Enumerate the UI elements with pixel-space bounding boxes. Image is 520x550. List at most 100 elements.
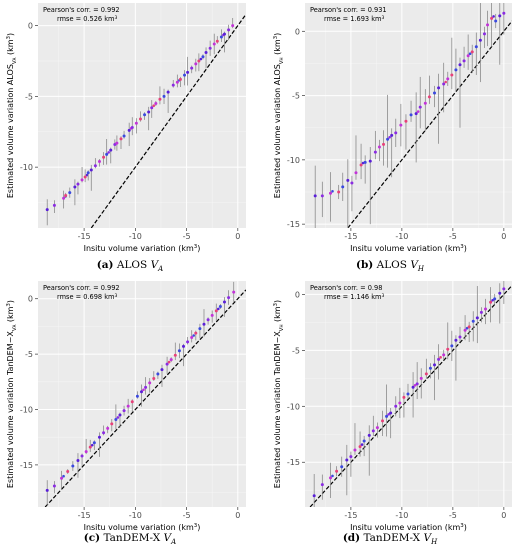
data-point — [463, 328, 467, 332]
y-tick-label: 0 — [295, 290, 300, 299]
x-tick-label: -5 — [449, 232, 457, 241]
rmse: rmse = 1.146 km3 — [324, 293, 384, 302]
data-point — [466, 54, 470, 58]
caption-panel-a: (a) ALOS VA — [0, 259, 260, 273]
y-axis-label: Estimated volume variation TanDEM−XVH (k… — [273, 300, 285, 488]
plot-background — [305, 3, 512, 228]
data-point — [152, 376, 156, 380]
y-tick-label: -15 — [287, 458, 300, 467]
data-point — [134, 121, 138, 125]
x-tick-label: -10 — [129, 232, 142, 241]
data-point — [471, 319, 475, 323]
data-point — [340, 465, 344, 469]
plot-background — [38, 3, 246, 228]
data-point — [177, 349, 181, 353]
x-tick-label: -5 — [449, 511, 457, 520]
data-point — [385, 414, 389, 418]
data-point — [367, 433, 371, 437]
y-tick-label: -10 — [20, 406, 33, 415]
pearson-corr: Pearson's corr. = 0.992 — [43, 6, 120, 14]
caption-text: ALOS — [376, 259, 411, 271]
data-point — [437, 86, 441, 90]
data-point — [398, 401, 402, 405]
data-point — [362, 439, 366, 443]
data-point — [130, 400, 134, 404]
data-point — [127, 128, 131, 132]
data-point — [52, 484, 56, 488]
data-point — [380, 419, 384, 423]
data-point — [388, 135, 391, 139]
marks — [313, 3, 512, 228]
data-point — [375, 426, 379, 430]
data-point — [62, 196, 66, 200]
data-point — [320, 483, 324, 487]
data-point — [446, 347, 450, 351]
data-point — [409, 113, 413, 117]
data-point — [491, 298, 494, 302]
data-point — [312, 494, 316, 498]
data-point — [183, 73, 187, 77]
data-point — [439, 356, 442, 359]
plot-background — [38, 281, 246, 507]
data-point — [169, 358, 173, 362]
data-point — [92, 441, 96, 445]
caption-panel-d: (d) TanDEM-X VH — [260, 532, 520, 546]
data-point — [122, 409, 126, 413]
y-tick-label: 0 — [28, 295, 33, 304]
x-axis-label: Insitu volume variation (km3) — [84, 523, 201, 532]
data-point — [502, 287, 506, 291]
data-point — [80, 454, 84, 458]
data-point — [86, 171, 90, 175]
marks — [45, 13, 246, 228]
data-point — [354, 171, 358, 175]
data-point — [142, 388, 145, 392]
data-point — [498, 291, 502, 295]
scatter-panel-c: -15 -10 -5 0 0 -5 -10 -15 Pearson's corr. = 0.99… — [6, 281, 246, 532]
data-point — [190, 336, 194, 339]
x-axis-label: Insitu volume variation (km3) — [350, 244, 467, 253]
data-point — [156, 372, 160, 376]
data-point — [122, 134, 126, 138]
data-point — [427, 95, 431, 99]
x-tick-label: -10 — [395, 511, 408, 520]
data-point — [204, 51, 208, 55]
data-point — [45, 488, 49, 492]
data-point — [171, 83, 175, 87]
data-point — [387, 413, 390, 416]
data-point — [212, 42, 216, 46]
data-point — [424, 372, 428, 376]
data-point — [345, 458, 349, 462]
pearson-corr: Pearson's corr. = 0.931 — [310, 6, 387, 14]
data-point — [152, 104, 156, 108]
data-point — [84, 450, 88, 454]
caption-sub: H — [417, 265, 425, 274]
data-point — [202, 322, 206, 326]
x-tick-label: -5 — [183, 232, 191, 241]
data-point — [470, 50, 474, 54]
data-point — [331, 189, 334, 193]
data-point — [394, 404, 398, 408]
data-point — [135, 394, 139, 398]
data-point — [198, 327, 202, 331]
data-point — [462, 59, 466, 63]
data-point — [97, 159, 101, 163]
data-point — [106, 426, 110, 430]
data-point — [359, 163, 363, 167]
data-point — [150, 106, 154, 110]
data-point — [138, 117, 142, 121]
data-point — [162, 94, 166, 98]
data-point — [428, 366, 432, 370]
data-point — [218, 304, 222, 308]
data-point — [371, 429, 375, 433]
identity-line — [44, 289, 246, 507]
data-point — [118, 413, 122, 417]
data-point — [479, 310, 483, 314]
data-point — [215, 39, 219, 43]
data-point — [467, 325, 471, 329]
data-point — [446, 77, 450, 81]
caption-panel-c: (c) TanDEM-X VA — [0, 532, 260, 546]
data-point — [390, 133, 394, 137]
data-point — [143, 113, 147, 117]
data-point — [144, 385, 148, 389]
